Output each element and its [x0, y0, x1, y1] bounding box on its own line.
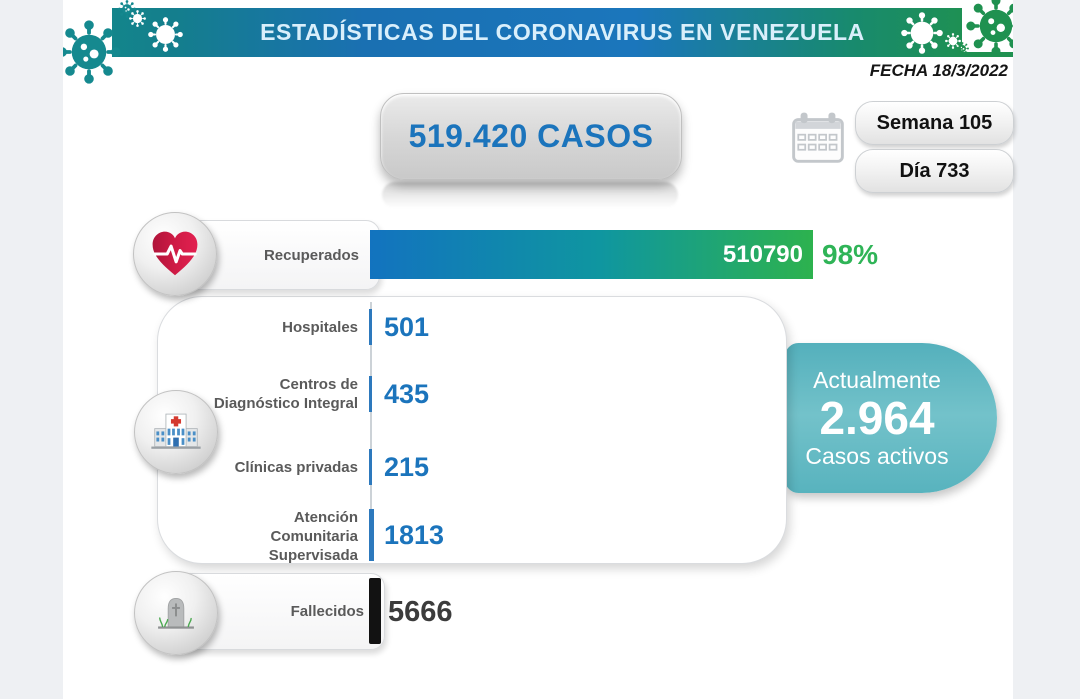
header-banner: ESTADÍSTICAS DEL CORONAVIRUS EN VENEZUEL… [63, 0, 1013, 92]
hospital-icon [148, 404, 204, 460]
day-label: Día 733 [899, 159, 970, 182]
recovered-percent: 98% [822, 239, 879, 270]
facility-value: 501 [384, 312, 430, 342]
facility-bar [369, 376, 372, 412]
facility-value: 215 [384, 452, 430, 482]
banner-band: ESTADÍSTICAS DEL CORONAVIRUS EN VENEZUEL… [112, 8, 1013, 57]
recovered-bar: 510790 [370, 230, 813, 279]
facilities-panel [157, 296, 787, 564]
week-label: Semana 105 [876, 111, 993, 134]
day-pill: Día 733 [855, 149, 1014, 193]
week-pill: Semana 105 [855, 101, 1014, 145]
facility-bar [369, 309, 372, 345]
calendar-icon [789, 103, 847, 171]
active-cases-caption: Casos activos [805, 443, 949, 469]
active-cases-badge: Actualmente 2.964 Casos activos [785, 343, 997, 493]
coronavirus-icon [63, 20, 121, 84]
recovered-value: 510790 [722, 240, 803, 268]
coronavirus-icon [129, 10, 146, 27]
facility-value: 1813 [384, 520, 445, 550]
facilities-divider [370, 302, 372, 556]
active-cases-intro: Actualmente [813, 367, 941, 393]
total-cases-reflection [382, 182, 678, 208]
facility-value: 435 [384, 379, 430, 409]
recovered-badge [133, 212, 217, 296]
facility-bar [369, 449, 372, 485]
coronavirus-icon [966, 0, 1013, 56]
deceased-badge [134, 571, 218, 655]
recovered-label: Recuperados [263, 246, 359, 264]
active-cases-value: 2.964 [819, 392, 935, 444]
tombstone-icon [148, 585, 204, 641]
facility-bar [369, 509, 374, 561]
coronavirus-icon [148, 17, 183, 52]
deceased-value: 5666 [388, 596, 453, 628]
coronavirus-icon [901, 12, 943, 54]
total-cases-label: 519.420 CASOS [408, 118, 654, 154]
date-label: FECHA 18/3/2022 [869, 61, 1008, 80]
total-cases-box: 519.420 CASOS [380, 93, 682, 180]
page-title: ESTADÍSTICAS DEL CORONAVIRUS EN VENEZUEL… [260, 19, 865, 45]
deceased-bar [369, 578, 381, 644]
heart-pulse-icon [147, 226, 203, 282]
facility-label: Clínicas privadas [234, 459, 358, 476]
coronavirus-icon [956, 42, 969, 55]
deceased-label: Fallecidos [290, 603, 364, 620]
hospital-badge [134, 390, 218, 474]
facility-label: Centros de Diagnóstico Integral [213, 376, 358, 412]
facility-label: Atención Comunitaria Supervisada [268, 509, 358, 564]
facility-label: Hospitales [282, 319, 358, 336]
